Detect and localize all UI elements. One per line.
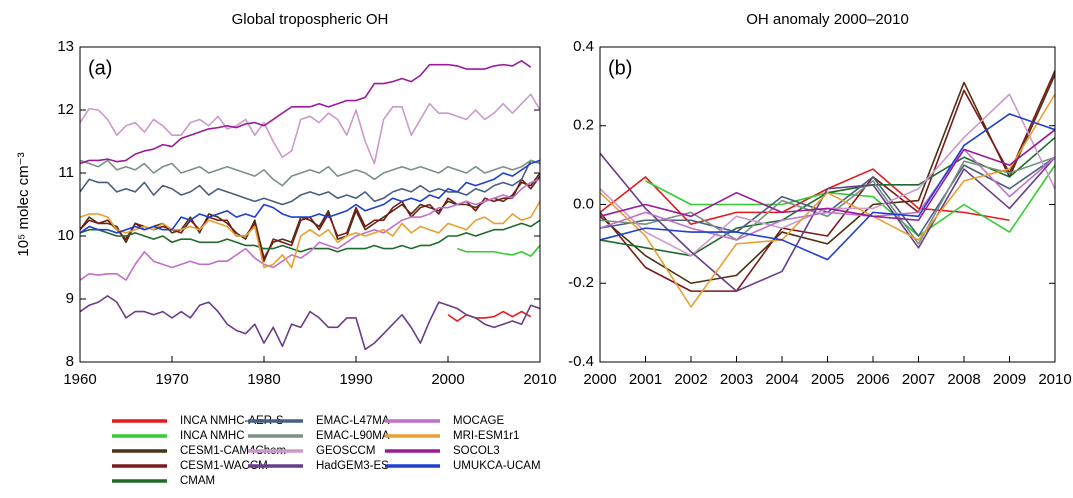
y-tick-label: 0.2	[573, 117, 594, 134]
x-tick-label: 1960	[63, 371, 96, 388]
series-line	[447, 310, 532, 322]
x-tick-label: 2008	[947, 371, 980, 388]
legend-label: HadGEM3-ES	[316, 460, 389, 472]
legend-label: UMUKCA-UCAM	[453, 460, 541, 472]
x-tick-label: 2000	[583, 371, 616, 388]
chart-title: OH anomaly 2000–2010	[746, 11, 909, 28]
x-tick-label: 2001	[629, 371, 662, 388]
series-line	[79, 159, 541, 187]
legend-label: EMAC-L47MA	[316, 415, 390, 427]
x-tick-label: 2003	[720, 371, 753, 388]
x-tick-label: 2010	[1038, 371, 1071, 388]
series-line	[79, 172, 541, 259]
x-tick-label: 2002	[674, 371, 707, 388]
legend-label: SOCOL3	[453, 445, 500, 457]
legend-label: INCA NMHC	[180, 430, 245, 442]
x-tick-label: 1980	[247, 371, 280, 388]
y-tick-label: 11	[58, 164, 74, 181]
x-tick-label: 2005	[811, 371, 844, 388]
y-tick-label: 8	[66, 353, 74, 370]
legend-label: MRI-ESM1r1	[453, 430, 519, 442]
y-tick-label: 0.0	[573, 195, 594, 212]
x-tick-label: 2000	[431, 371, 464, 388]
y-tick-label: 12	[57, 101, 74, 118]
x-tick-label: 2006	[856, 371, 889, 388]
legend-label: INCA NMHC-AER-S	[180, 415, 284, 427]
legend-label: GEOSCCM	[316, 445, 375, 457]
plot-frame	[599, 46, 1056, 363]
chart-title: Global tropospheric OH	[232, 11, 389, 28]
x-tick-label: 1970	[155, 371, 188, 388]
series-line	[599, 156, 1056, 237]
series-line	[599, 152, 1056, 292]
series-line	[79, 159, 541, 234]
series-line	[79, 295, 541, 351]
series-line	[79, 93, 541, 165]
legend-label: MOCAGE	[453, 415, 504, 427]
legend-label: CESM1-WACCM	[180, 460, 268, 472]
series-line	[456, 244, 541, 257]
x-tick-label: 2004	[765, 371, 798, 388]
y-tick-label: 10	[57, 227, 74, 244]
legend-label: EMAC-L90MA	[316, 430, 390, 442]
y-tick-label: 13	[57, 38, 74, 55]
legend-label: CESM1-CAM4Chem	[180, 445, 286, 457]
series-line	[599, 148, 1056, 241]
series-line	[79, 178, 541, 281]
panel-label: (b)	[608, 57, 632, 79]
series-line	[79, 60, 532, 165]
series-line	[599, 136, 1056, 257]
x-tick-label: 1990	[339, 371, 372, 388]
series-line	[599, 74, 1056, 285]
x-tick-label: 2007	[902, 371, 935, 388]
series-line	[599, 93, 1056, 308]
x-tick-label: 2009	[993, 371, 1026, 388]
series-line	[645, 164, 1056, 237]
plot-frame	[79, 46, 541, 363]
y-tick-label: 0.4	[573, 38, 594, 55]
y-tick-label: -0.4	[568, 353, 594, 370]
x-tick-label: 2010	[523, 371, 556, 388]
series-line	[79, 159, 541, 206]
legend-label: CMAM	[180, 475, 215, 487]
y-tick-label: 9	[66, 290, 74, 307]
series-line	[599, 129, 1056, 222]
y-tick-label: -0.2	[568, 274, 594, 291]
series-line	[599, 70, 1056, 292]
series-line	[599, 113, 1056, 261]
y-axis-label: 10⁵ molec cm⁻³	[15, 152, 32, 256]
panel-label: (a)	[88, 57, 112, 79]
series-line	[79, 219, 541, 253]
